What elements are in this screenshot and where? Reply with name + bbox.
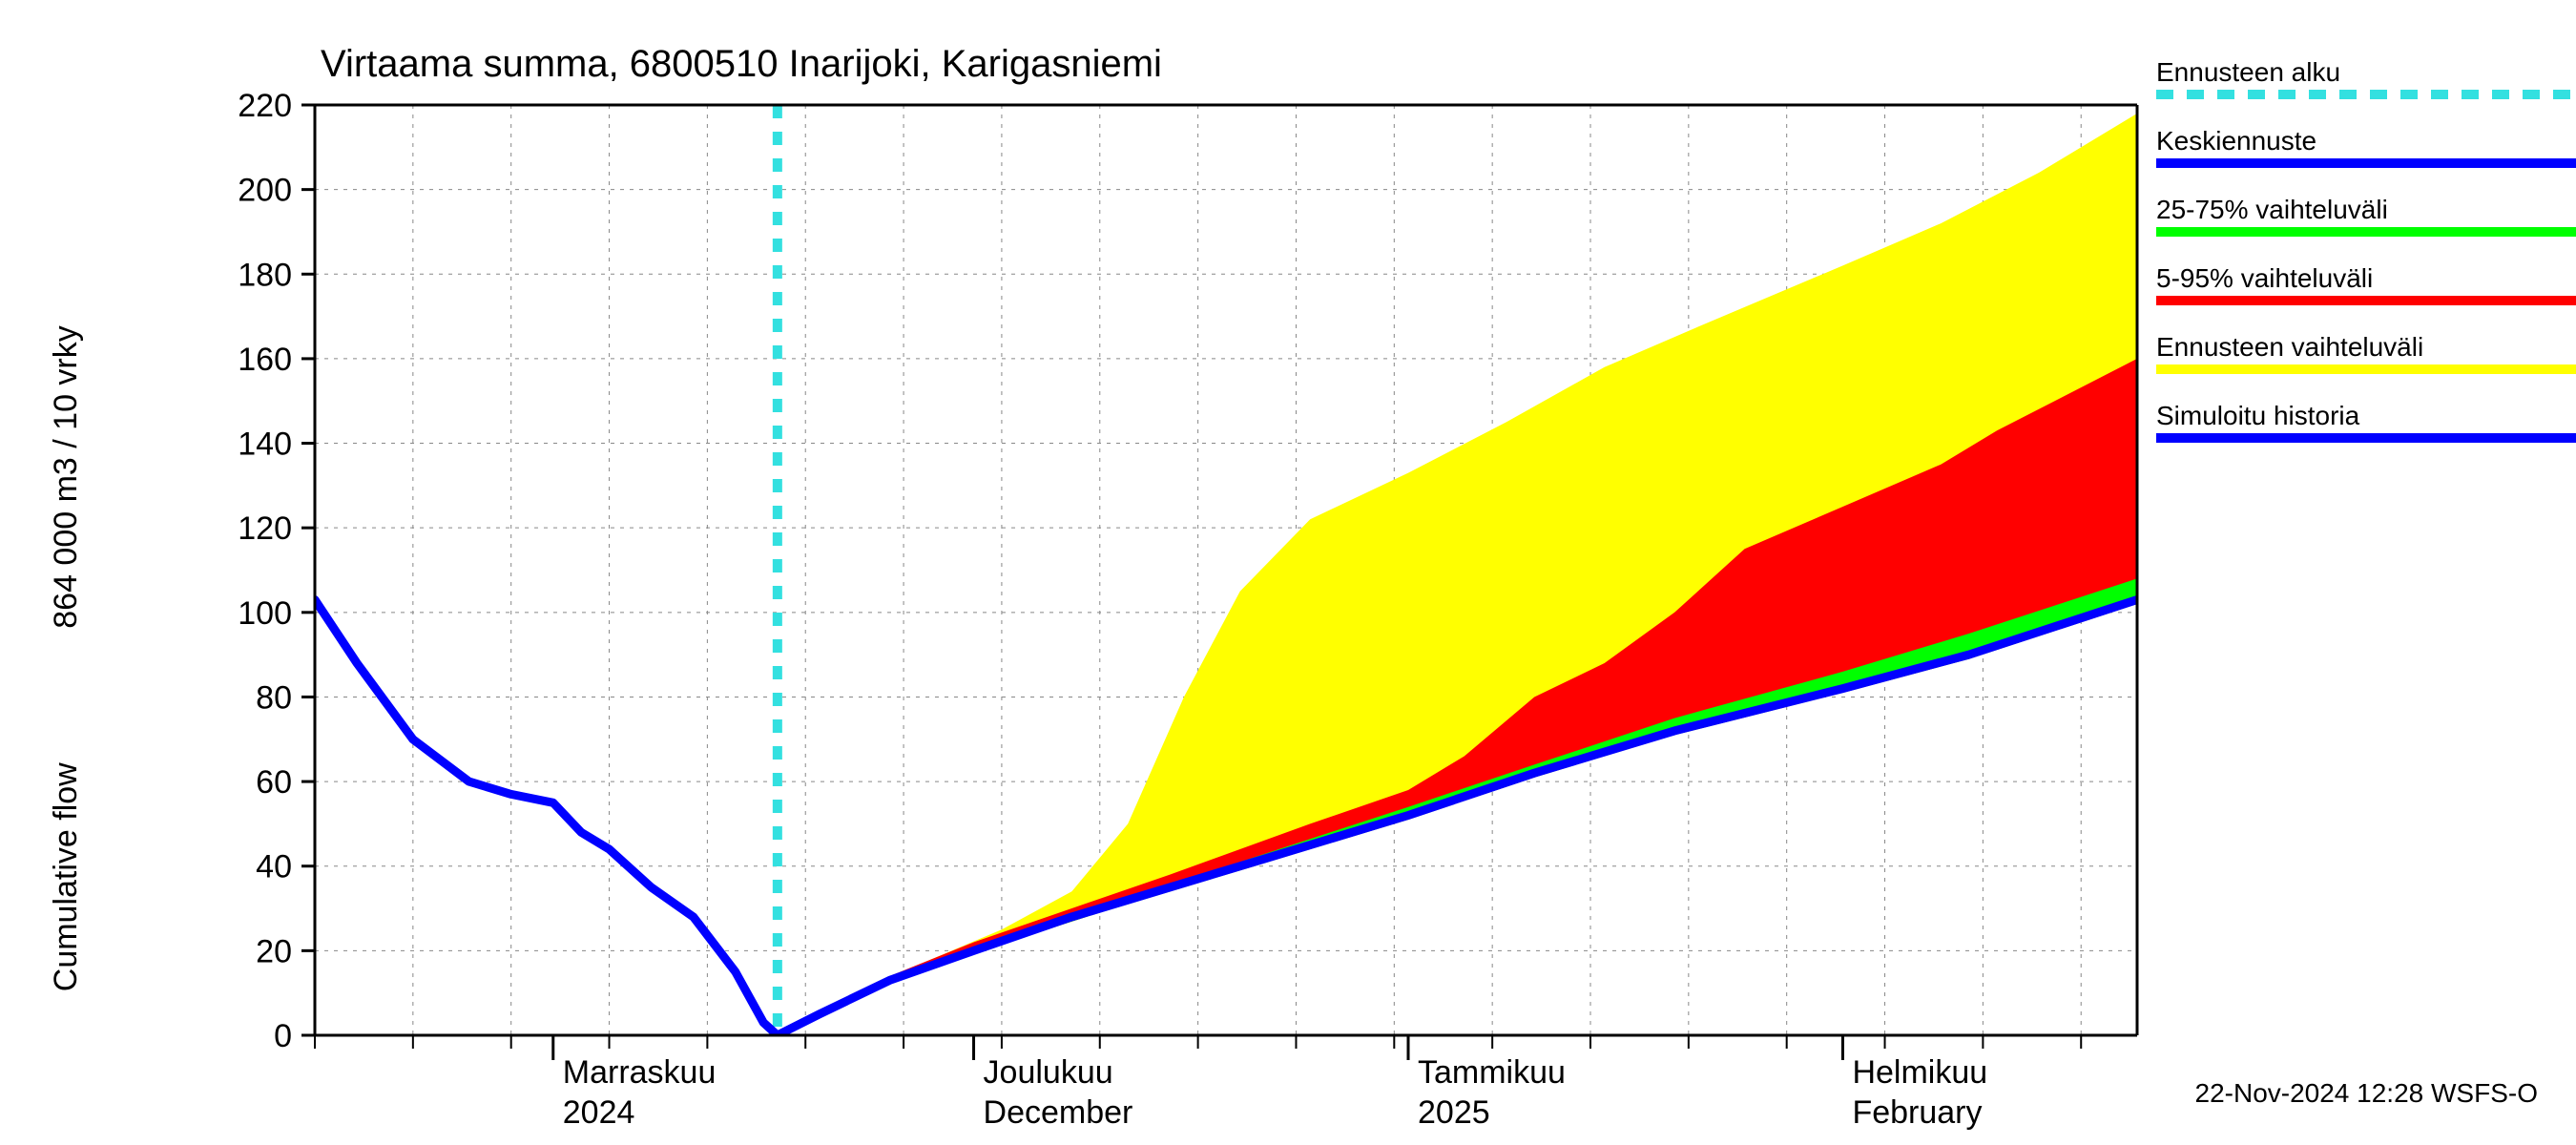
- legend-item: Keskiennuste: [2156, 126, 2576, 168]
- y-tick-label: 80: [256, 679, 292, 716]
- legend-item: Ennusteen alku: [2156, 57, 2576, 99]
- legend-label: 5-95% vaihteluväli: [2156, 263, 2576, 294]
- y-tick-label: 160: [238, 342, 292, 378]
- legend-label: Ennusteen vaihteluväli: [2156, 332, 2576, 363]
- legend-swatch: [2156, 227, 2576, 237]
- legend-swatch: [2156, 364, 2576, 374]
- x-tick-label-bottom: 2024: [563, 1094, 635, 1131]
- x-tick-label-bottom: February: [1852, 1094, 1982, 1131]
- chart-title: Virtaama summa, 6800510 Inarijoki, Karig…: [321, 43, 1162, 85]
- x-tick-label-top: Joulukuu: [984, 1054, 1113, 1091]
- legend-item: 5-95% vaihteluväli: [2156, 263, 2576, 305]
- legend-label: Keskiennuste: [2156, 126, 2576, 156]
- x-tick-label-top: Tammikuu: [1418, 1054, 1566, 1091]
- legend-label: 25-75% vaihteluväli: [2156, 195, 2576, 225]
- x-tick-label-bottom: 2025: [1418, 1094, 1490, 1131]
- y-axis-label-bottom: Cumulative flow: [48, 762, 84, 991]
- y-tick-label: 100: [238, 595, 292, 632]
- chart-svg: 020406080100120140160180200220Marraskuu2…: [0, 0, 2576, 1145]
- y-tick-label: 0: [274, 1018, 292, 1054]
- legend-label: Ennusteen alku: [2156, 57, 2576, 88]
- x-tick-label-bottom: December: [984, 1094, 1133, 1131]
- y-axis-label-top: 864 000 m3 / 10 vrky: [48, 325, 84, 629]
- legend-swatch: [2156, 90, 2576, 99]
- x-tick-label-top: Helmikuu: [1852, 1054, 1987, 1091]
- y-tick-label: 200: [238, 173, 292, 209]
- y-tick-label: 220: [238, 88, 292, 124]
- legend-swatch: [2156, 158, 2576, 168]
- y-tick-label: 140: [238, 427, 292, 463]
- legend-swatch: [2156, 296, 2576, 305]
- legend-label: Simuloitu historia: [2156, 401, 2576, 431]
- generation-stamp: 22-Nov-2024 12:28 WSFS-O: [2195, 1078, 2539, 1109]
- y-tick-label: 40: [256, 849, 292, 885]
- legend-item: Simuloitu historia: [2156, 401, 2576, 443]
- legend-item: 25-75% vaihteluväli: [2156, 195, 2576, 237]
- legend-item: Ennusteen vaihteluväli: [2156, 332, 2576, 374]
- y-tick-label: 120: [238, 510, 292, 547]
- legend-swatch: [2156, 433, 2576, 443]
- y-tick-label: 60: [256, 764, 292, 801]
- chart-container: 020406080100120140160180200220Marraskuu2…: [0, 0, 2576, 1145]
- x-tick-label-top: Marraskuu: [563, 1054, 717, 1091]
- y-tick-label: 20: [256, 933, 292, 969]
- y-tick-label: 180: [238, 257, 292, 293]
